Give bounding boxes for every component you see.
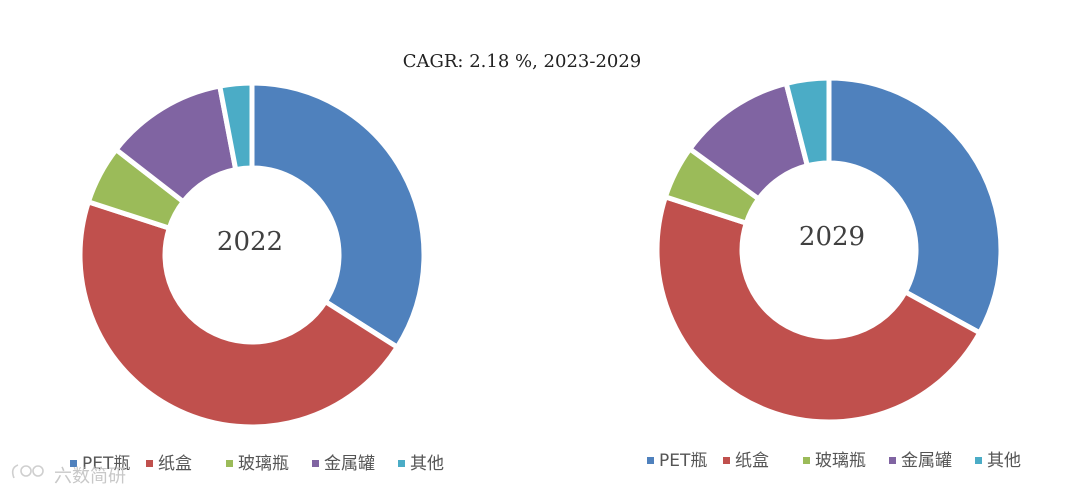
donut-2022 bbox=[77, 80, 427, 430]
chart-title: CAGR: 2.18 %, 2023-2029 bbox=[403, 51, 642, 72]
center-label-2022: 2022 bbox=[217, 227, 283, 257]
legend-2029: PET瓶 纸盒 玻璃瓶 金属罐 其他 bbox=[647, 451, 1021, 471]
legend-label-2029-carton: 纸盒 bbox=[735, 451, 769, 471]
legend-label-2022-other: 其他 bbox=[410, 454, 444, 474]
legend-label-2029-pet: PET瓶 bbox=[659, 451, 707, 471]
legend-marker-2029-carton bbox=[723, 457, 730, 464]
legend-marker-2022-carton bbox=[146, 460, 153, 467]
center-label-2029: 2029 bbox=[799, 222, 865, 252]
legend-marker-2029-metal bbox=[889, 457, 896, 464]
legend-marker-2022-metal bbox=[312, 460, 319, 467]
legend-label-2022-glass: 玻璃瓶 bbox=[238, 454, 289, 474]
legend-marker-2029-other bbox=[975, 457, 982, 464]
legend-marker-2022-other bbox=[398, 460, 405, 467]
slice-2022-other bbox=[216, 80, 255, 173]
legend-label-2029-other: 其他 bbox=[987, 451, 1021, 471]
legend-marker-2022-glass bbox=[226, 460, 233, 467]
donut-2029 bbox=[654, 75, 1004, 425]
legend-label-2022-carton: 纸盒 bbox=[158, 454, 192, 474]
slice-2029-other bbox=[783, 75, 832, 169]
legend-marker-2029-glass bbox=[803, 457, 810, 464]
slice-2029-carton bbox=[654, 193, 984, 425]
watermark: 六数简研 bbox=[11, 464, 126, 487]
legend-marker-2022-pet bbox=[70, 460, 77, 467]
legend-2022: PET瓶 纸盒 玻璃瓶 金属罐 其他 bbox=[70, 454, 444, 474]
watermark-text: 六数简研 bbox=[54, 466, 126, 487]
legend-label-2029-glass: 玻璃瓶 bbox=[815, 451, 866, 471]
slice-2022-pet bbox=[249, 80, 427, 351]
slice-2022-carton bbox=[77, 198, 401, 430]
legend-label-2029-metal: 金属罐 bbox=[901, 451, 952, 471]
watermark-logo-icon bbox=[11, 464, 44, 479]
legend-label-2022-pet: PET瓶 bbox=[82, 454, 130, 474]
legend-marker-2029-pet bbox=[647, 457, 654, 464]
legend-label-2022-metal: 金属罐 bbox=[324, 454, 375, 474]
slice-2029-pet bbox=[826, 75, 1004, 337]
